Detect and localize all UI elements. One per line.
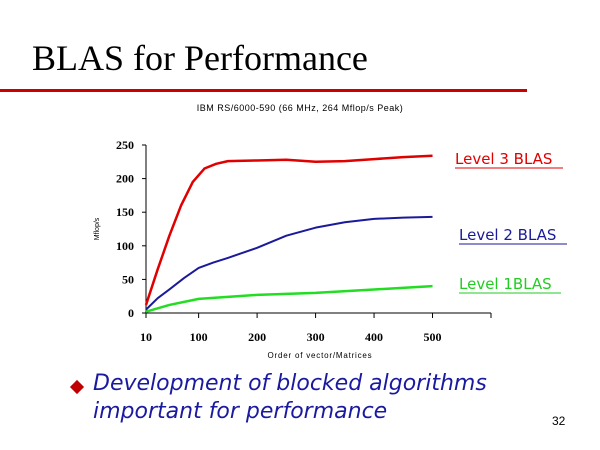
x-tick-label: 400 (365, 330, 383, 344)
x-tick-label: 200 (248, 330, 266, 344)
page-number: 32 (552, 414, 566, 428)
x-tick-label: 100 (190, 330, 208, 344)
y-tick-label: 150 (116, 205, 134, 219)
series-label-1: Level 3 BLAS (455, 150, 552, 168)
x-tick-label: 10 (140, 330, 152, 344)
y-tick-label: 100 (116, 239, 134, 253)
bullet-text: Development of blocked algorithms import… (93, 371, 487, 424)
chart-title: IBM RS/6000-590 (66 MHz, 264 Mflop/s Pea… (197, 103, 404, 113)
y-tick-label: 200 (116, 172, 134, 186)
series-line-3 (145, 284, 433, 313)
series-label-2: Level 2 BLAS (459, 226, 556, 244)
x-tick-label: 500 (424, 330, 442, 344)
x-tick-label: 300 (307, 330, 325, 344)
x-axis-label: Order of vector/Matrices (267, 351, 372, 360)
diamond-bullet-icon (69, 379, 85, 395)
series-line-2 (145, 215, 433, 311)
performance-chart: IBM RS/6000-590 (66 MHz, 264 Mflop/s Pea… (94, 103, 567, 360)
y-tick-label: 0 (128, 306, 134, 320)
title-divider (0, 89, 527, 92)
series-line-1 (144, 154, 433, 306)
series-label-3: Level 1BLAS (459, 275, 552, 293)
y-tick-label: 250 (116, 138, 134, 152)
slide-title: BLAS for Performance (32, 38, 368, 78)
y-tick-label: 50 (122, 272, 134, 286)
y-axis-label: Mflop/s (94, 217, 101, 240)
